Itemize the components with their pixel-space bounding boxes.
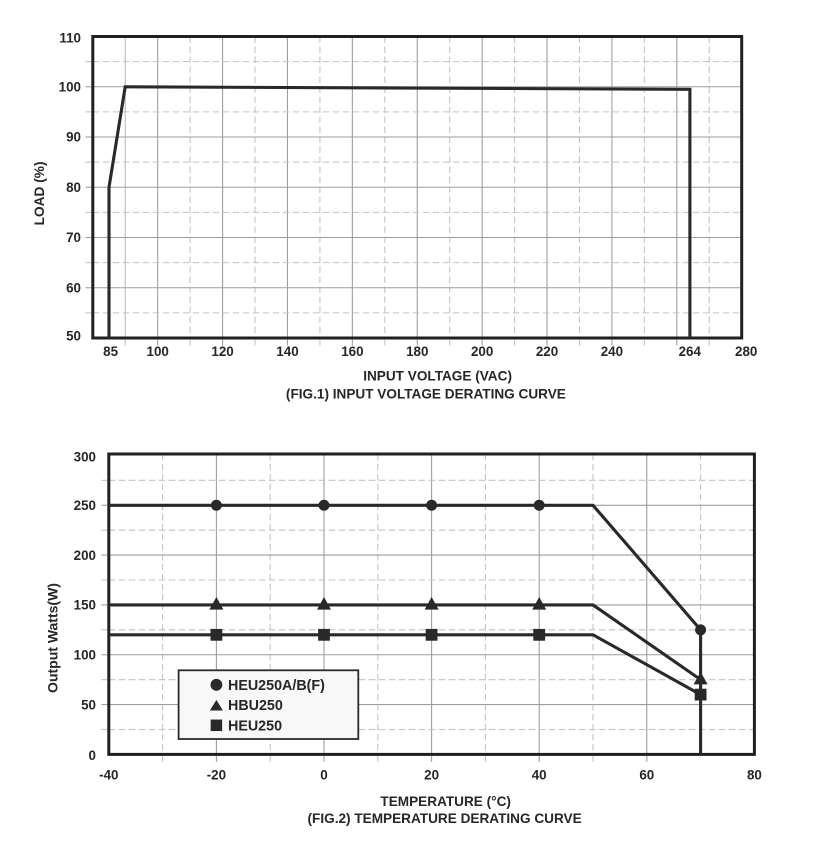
svg-text:280: 280 (735, 344, 757, 359)
svg-text:110: 110 (59, 31, 81, 46)
svg-text:150: 150 (74, 598, 96, 613)
svg-text:200: 200 (471, 344, 493, 359)
svg-text:(FIG.1) INPUT VOLTAGE DERATING: (FIG.1) INPUT VOLTAGE DERATING CURVE (286, 386, 566, 401)
svg-text:-20: -20 (207, 768, 226, 783)
svg-text:250: 250 (74, 498, 96, 513)
svg-text:70: 70 (66, 230, 81, 245)
svg-text:50: 50 (81, 697, 96, 712)
svg-text:180: 180 (406, 344, 428, 359)
svg-text:(FIG.2) TEMPERATURE DERATING C: (FIG.2) TEMPERATURE DERATING CURVE (308, 811, 582, 826)
svg-text:LOAD (%): LOAD (%) (32, 161, 47, 225)
svg-text:HEU250: HEU250 (228, 718, 282, 734)
svg-text:HBU250: HBU250 (228, 698, 283, 714)
svg-text:60: 60 (66, 280, 81, 295)
svg-text:140: 140 (276, 344, 298, 359)
svg-text:100: 100 (147, 344, 169, 359)
svg-text:TEMPERATURE (°C): TEMPERATURE (°C) (380, 794, 511, 809)
svg-text:0: 0 (320, 768, 327, 783)
svg-text:240: 240 (601, 344, 623, 359)
svg-text:60: 60 (639, 768, 654, 783)
svg-text:Output Watts(W): Output Watts(W) (45, 583, 61, 693)
svg-text:HEU250A/B(F): HEU250A/B(F) (228, 678, 325, 694)
svg-text:220: 220 (536, 344, 558, 359)
svg-text:100: 100 (59, 79, 81, 94)
svg-text:85: 85 (103, 344, 118, 359)
svg-text:-40: -40 (99, 768, 118, 783)
svg-text:80: 80 (66, 180, 81, 195)
svg-text:0: 0 (89, 748, 96, 763)
svg-text:50: 50 (66, 329, 81, 344)
svg-text:100: 100 (74, 647, 96, 662)
svg-text:120: 120 (211, 344, 233, 359)
svg-text:300: 300 (74, 450, 96, 465)
svg-text:264: 264 (679, 344, 702, 359)
svg-text:200: 200 (74, 548, 96, 563)
svg-text:90: 90 (66, 130, 81, 145)
svg-text:40: 40 (532, 768, 547, 783)
svg-text:160: 160 (341, 344, 363, 359)
svg-text:80: 80 (747, 768, 762, 783)
svg-text:20: 20 (424, 768, 439, 783)
svg-text:INPUT VOLTAGE (VAC): INPUT VOLTAGE (VAC) (363, 369, 512, 384)
